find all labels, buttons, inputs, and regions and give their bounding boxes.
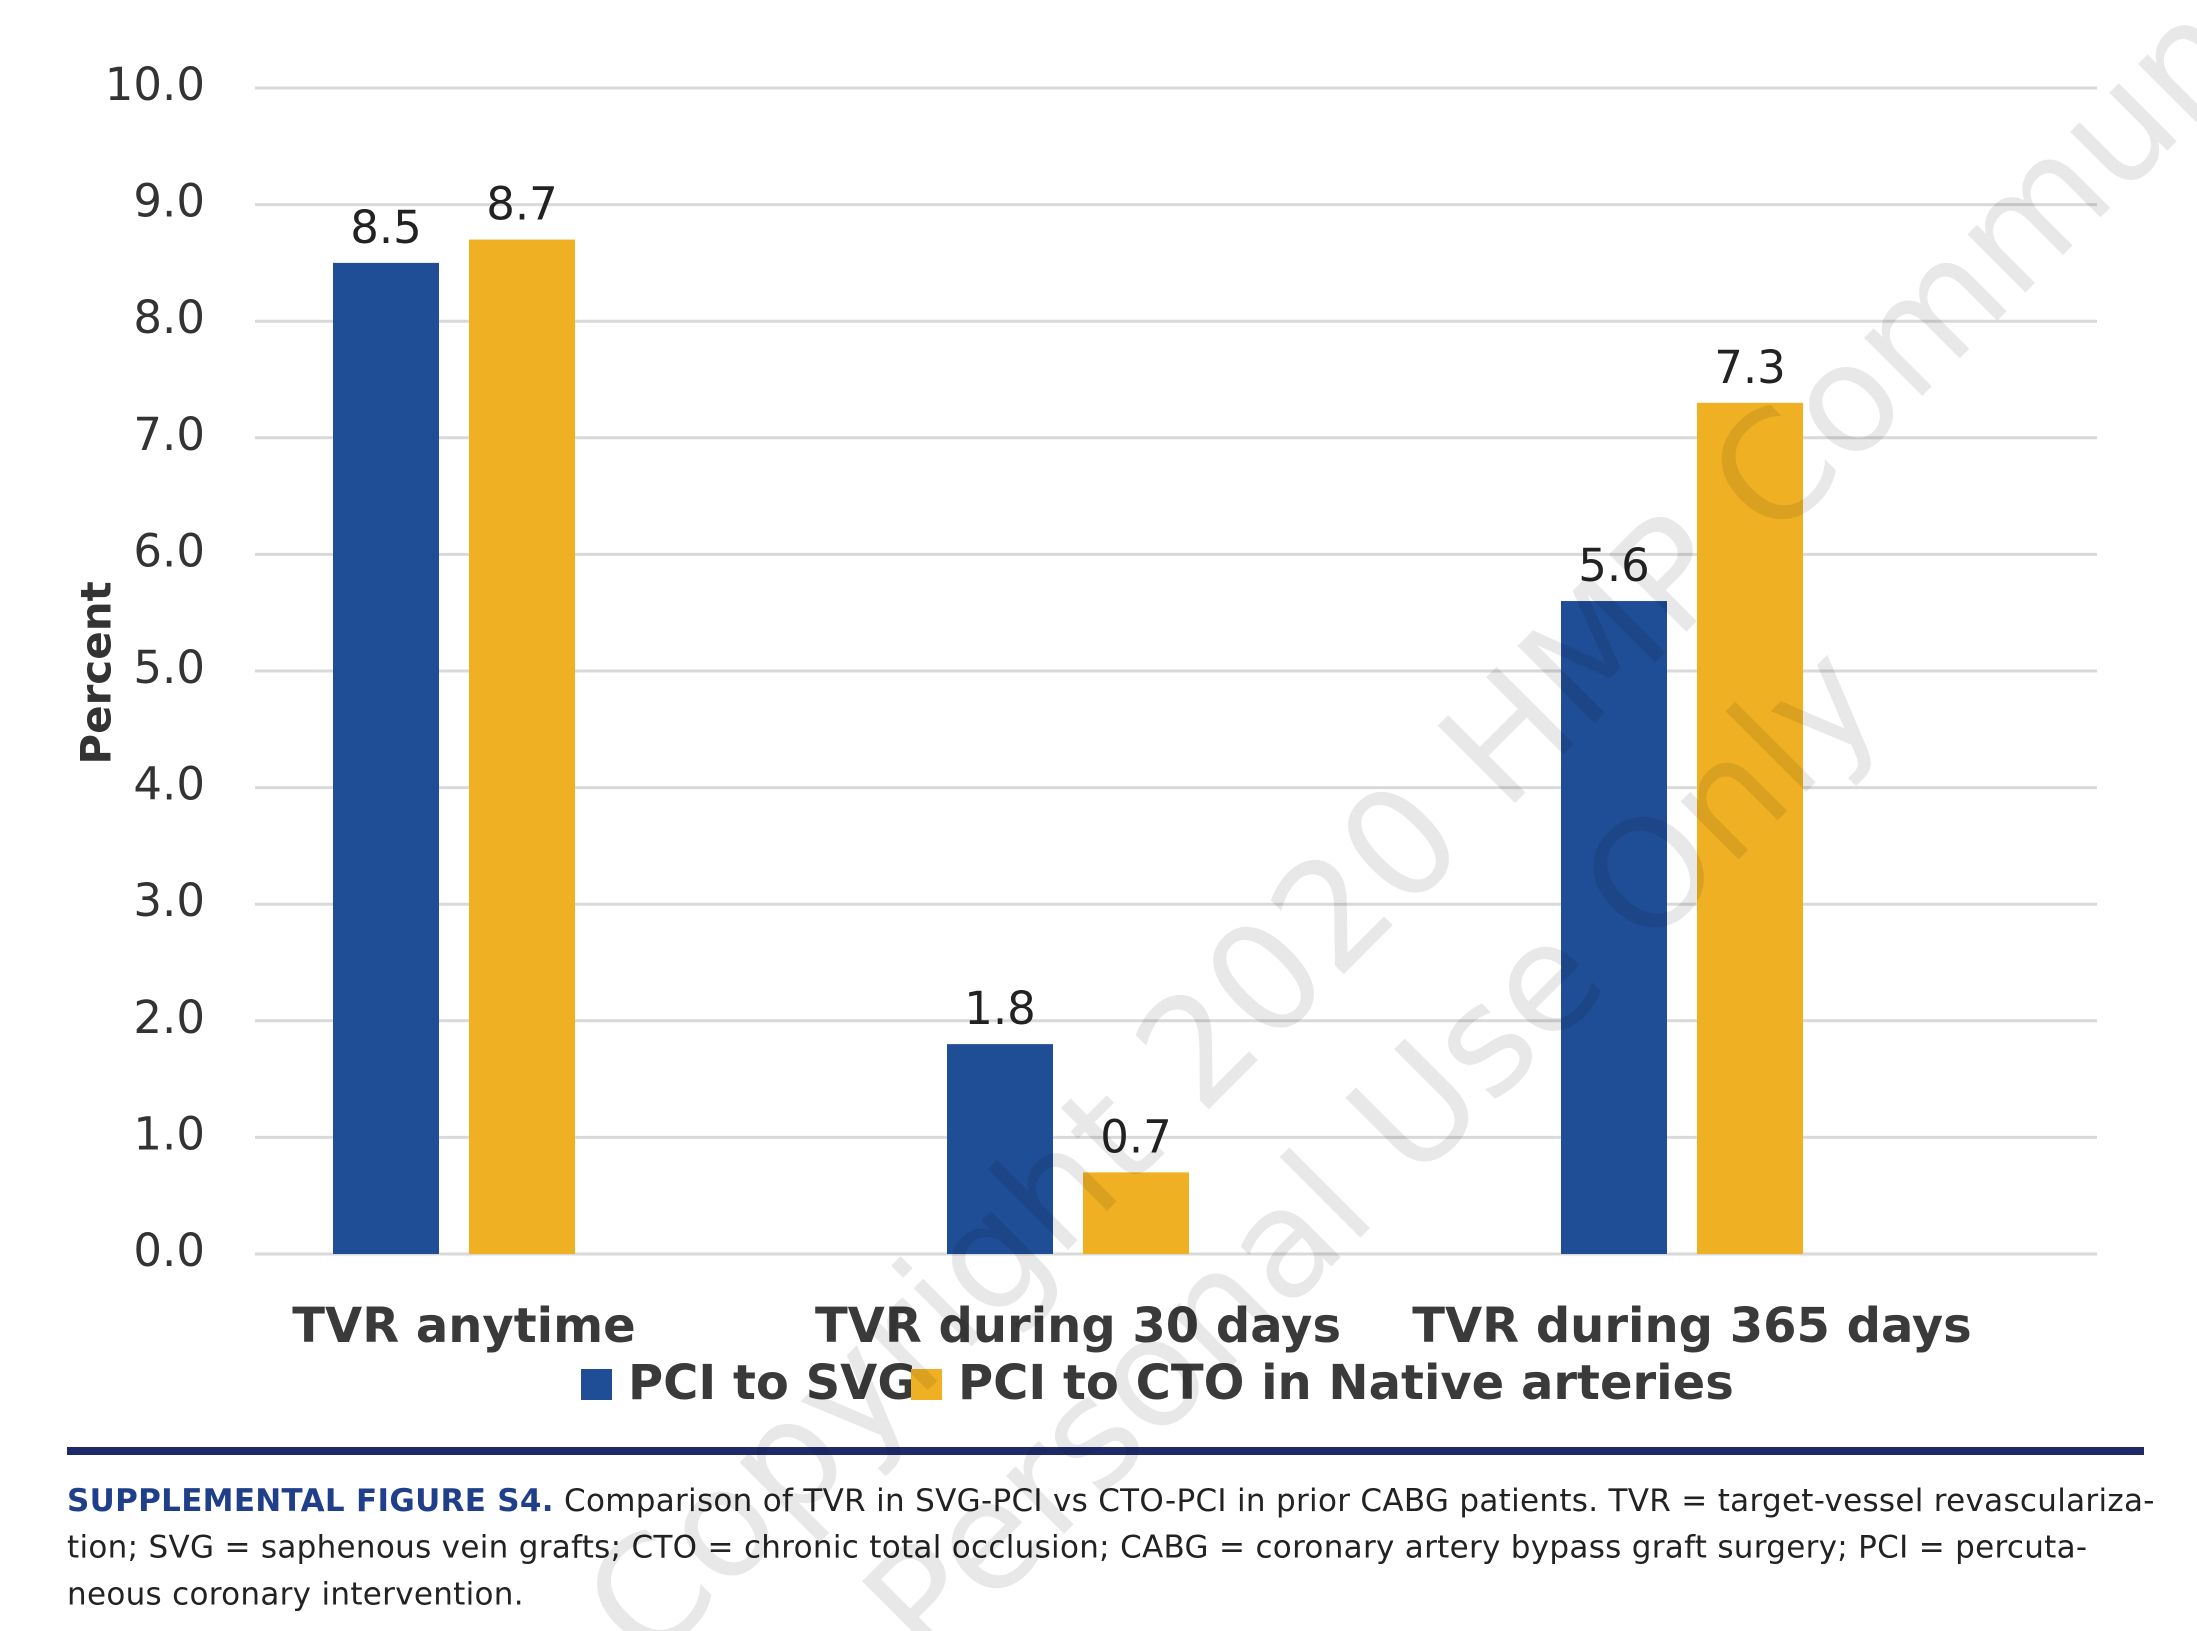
y-tick-label: 8.0: [133, 291, 205, 344]
caption-line: tion; SVG = saphenous vein grafts; CTO =…: [67, 1530, 2087, 1566]
y-tick-label: 7.0: [133, 408, 205, 461]
x-tick-label: TVR during 365 days: [1412, 1298, 1972, 1354]
legend-label: PCI to SVG: [628, 1355, 917, 1411]
value-label: 8.7: [486, 178, 558, 231]
y-axis-label: Percent: [72, 581, 121, 764]
legend-swatch: [581, 1369, 612, 1400]
value-label: 8.5: [350, 201, 422, 254]
y-tick-label: 6.0: [133, 524, 205, 577]
caption-line: neous coronary intervention.: [67, 1577, 524, 1613]
y-tick-label: 3.0: [133, 874, 205, 927]
legend-swatch: [911, 1369, 942, 1400]
bar: [947, 1044, 1053, 1254]
bar: [1561, 601, 1667, 1254]
caption-text: Comparison of TVR in SVG-PCI vs CTO-PCI …: [564, 1483, 2155, 1519]
legend-label: PCI to CTO in Native arteries: [958, 1355, 1734, 1411]
y-tick-label: 10.0: [105, 58, 205, 111]
x-tick-label: TVR anytime: [292, 1298, 635, 1354]
bar: [469, 239, 575, 1254]
y-tick-label: 4.0: [133, 758, 205, 811]
value-label: 1.8: [964, 982, 1036, 1035]
y-tick-label: 0.0: [133, 1224, 205, 1277]
y-tick-label: 1.0: [133, 1107, 205, 1160]
bar: [1697, 402, 1803, 1254]
value-label: 5.6: [1578, 539, 1650, 592]
bar: [1083, 1172, 1189, 1254]
plot: 0.0 1.0 2.0 3.0 4.0 5.0 6.0 7.0 8.0 9.0 10.0 TVR an…: [105, 58, 2097, 1411]
value-label: 7.3: [1714, 341, 1786, 394]
y-tick-label: 2.0: [133, 991, 205, 1044]
y-tick-label: 5.0: [133, 641, 205, 694]
y-tick-label: 9.0: [133, 175, 205, 228]
value-label: 0.7: [1100, 1110, 1172, 1163]
bar: [333, 262, 439, 1254]
caption-line: SUPPLEMENTAL FIGURE S4. Comparison of TV…: [67, 1483, 2155, 1519]
caption-label: SUPPLEMENTAL FIGURE S4.: [67, 1483, 554, 1519]
x-tick-label: TVR during 30 days: [815, 1298, 1341, 1354]
